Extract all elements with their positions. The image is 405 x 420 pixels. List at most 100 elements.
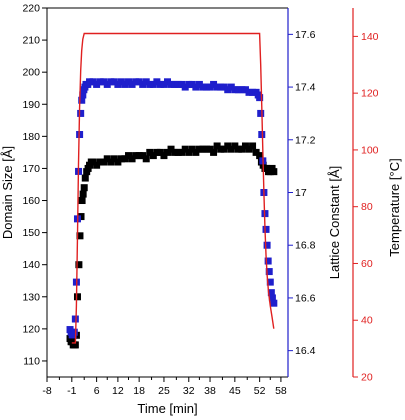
data-point-lattice (249, 88, 257, 96)
data-point-domain (89, 158, 97, 166)
data-point-domain (160, 152, 168, 160)
data-point-domain (139, 152, 147, 160)
series-lattice (66, 78, 278, 339)
data-point-domain (71, 341, 79, 349)
data-point-domain (132, 152, 140, 160)
y-tick-label-domain: 170 (22, 163, 40, 175)
y-tick-label-temp: 20 (361, 372, 373, 384)
data-point-domain (146, 148, 154, 156)
data-point-lattice (164, 78, 171, 86)
y-tick-label-domain: 120 (22, 323, 40, 335)
series-layer (66, 32, 278, 349)
y-tick-label-domain: 140 (22, 259, 40, 271)
data-point-lattice (70, 328, 78, 336)
data-point-lattice (107, 78, 115, 86)
y-tick-label-temp: 100 (361, 144, 379, 156)
y-tick-label-domain: 210 (22, 35, 40, 47)
data-point-domain (185, 148, 193, 156)
data-point-lattice (210, 80, 218, 88)
x-axis-title: Time [min] (137, 401, 197, 416)
data-point-lattice (100, 78, 108, 86)
data-point-domain (149, 152, 157, 160)
data-point-lattice (77, 109, 85, 117)
data-point-domain (220, 145, 228, 153)
data-point-domain (76, 232, 84, 240)
data-point-domain (121, 155, 129, 163)
data-point-lattice (167, 80, 175, 88)
data-point-lattice (139, 80, 147, 88)
x-tick-label: -8 (42, 385, 51, 397)
y-axis-title-lattice-constant: Lattice Constant [Å] (327, 166, 342, 279)
y-tick-label-lattice: 17.2 (295, 134, 316, 146)
data-point-domain (73, 293, 81, 301)
data-point-domain (224, 142, 232, 150)
y-tick-label-lattice: 17 (295, 187, 307, 199)
data-point-domain (249, 142, 257, 150)
y-tick-label-domain: 110 (23, 355, 40, 367)
y-tick-label-domain: 130 (22, 291, 40, 303)
data-point-domain (241, 142, 249, 150)
data-point-lattice (234, 86, 242, 94)
data-point-lattice (146, 80, 154, 88)
data-point-domain (227, 145, 235, 153)
data-point-domain (202, 145, 210, 153)
x-tick-label: 58 (275, 385, 287, 397)
data-point-domain (156, 148, 164, 156)
y-tick-label-temp: 40 (361, 315, 373, 327)
x-tick-label: 32 (183, 385, 195, 397)
data-point-domain (178, 148, 186, 156)
data-point-domain (234, 145, 242, 153)
data-point-lattice (245, 88, 253, 96)
data-point-lattice (121, 80, 129, 88)
data-point-lattice (202, 83, 210, 91)
data-point-domain (79, 190, 87, 198)
data-point-domain (199, 145, 207, 153)
data-point-lattice (206, 83, 214, 91)
data-point-domain (256, 152, 264, 160)
series-domain (66, 142, 278, 349)
data-point-lattice (224, 86, 232, 94)
y-axis-lattice-constant: 16.4 16.6 16.8 17 17.2 17.4 17.6 (287, 8, 316, 377)
data-point-lattice (89, 78, 97, 86)
data-point-domain (252, 148, 260, 156)
data-point-lattice (227, 83, 235, 91)
data-point-domain (270, 168, 278, 176)
y-tick-label-temp: 80 (361, 201, 373, 213)
data-point-lattice (153, 78, 161, 86)
data-point-domain (217, 145, 225, 153)
data-point-domain (213, 142, 221, 150)
data-point-domain (142, 155, 150, 163)
data-point-lattice (125, 78, 133, 86)
data-point-lattice (160, 80, 168, 88)
x-tick-label: 38 (204, 385, 216, 397)
y-tick-label-lattice: 17.4 (295, 82, 316, 94)
x-axis: -8 -1 6 12 18 25 32 38 45 52 58 (42, 377, 287, 397)
data-point-lattice (195, 80, 203, 88)
data-point-lattice (93, 80, 101, 88)
x-tick-label: -1 (67, 385, 76, 397)
data-point-lattice (265, 268, 273, 276)
y-tick-label-lattice: 16.6 (295, 292, 316, 304)
y-tick-label-domain: 180 (22, 131, 40, 143)
temperature-line (71, 32, 275, 344)
y-axis-title-temperature: Temperature [°C] (387, 158, 402, 256)
data-point-lattice (171, 80, 179, 88)
y-tick-label-temp: 140 (361, 31, 379, 43)
data-point-domain (171, 148, 179, 156)
y-tick-label-domain: 200 (22, 67, 40, 79)
y-tick-label-domain: 190 (22, 99, 40, 111)
y-tick-label-domain: 150 (22, 227, 40, 239)
data-point-lattice (262, 225, 270, 233)
data-point-lattice (268, 294, 276, 302)
data-point-lattice (128, 80, 136, 88)
data-point-domain (192, 148, 200, 156)
data-point-domain (206, 145, 214, 153)
y-tick-label-domain: 220 (22, 3, 40, 15)
x-tick-label: 25 (158, 385, 170, 397)
data-point-domain (245, 145, 253, 153)
data-point-lattice (213, 83, 221, 91)
data-point-lattice (270, 299, 278, 307)
y-tick-label-lattice: 16.8 (295, 240, 316, 252)
y-tick-label-temp: 120 (361, 88, 379, 100)
data-point-domain (107, 158, 115, 166)
